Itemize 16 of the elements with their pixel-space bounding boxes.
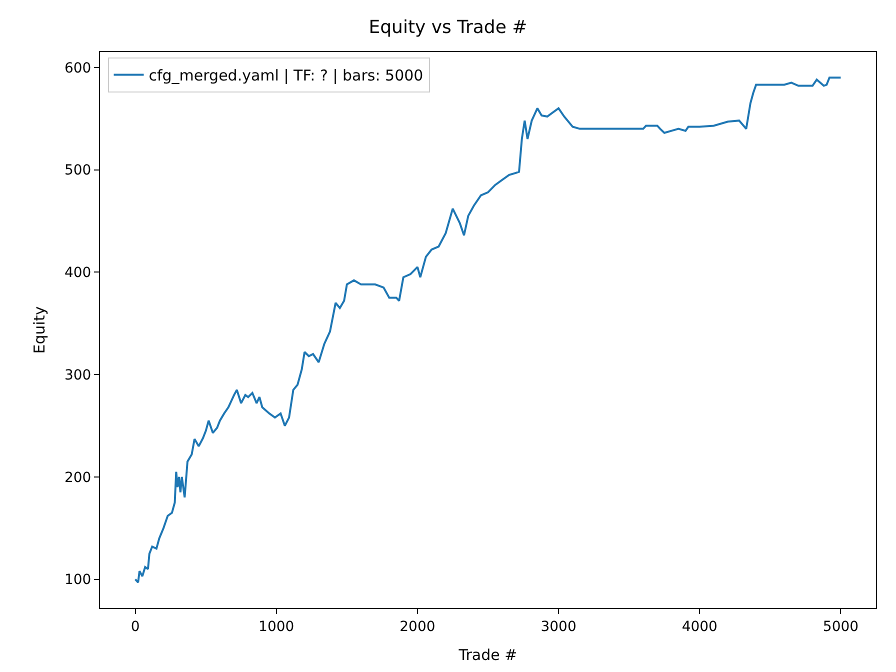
x-tick-label: 3000 xyxy=(540,618,576,635)
y-tick-label: 100 xyxy=(64,572,92,588)
y-tick-label: 400 xyxy=(64,265,92,282)
y-tick-label: 600 xyxy=(64,60,92,76)
legend-label: cfg_merged.yaml | TF: ? | bars: 5000 xyxy=(148,66,424,85)
x-axis-title: Trade # xyxy=(458,646,518,664)
x-tick-label: 5000 xyxy=(822,618,859,635)
x-tick-label: 0 xyxy=(130,618,140,635)
x-tick-label: 4000 xyxy=(682,618,718,635)
y-tick-label: 300 xyxy=(64,367,92,384)
chart-title: Equity vs Trade # xyxy=(368,16,528,38)
x-tick-label: 2000 xyxy=(400,618,436,635)
y-tick-label: 200 xyxy=(64,470,92,486)
y-tick-label: 500 xyxy=(64,162,92,179)
y-axis-title: Equity xyxy=(30,306,49,354)
x-tick-label: 1000 xyxy=(258,618,294,635)
